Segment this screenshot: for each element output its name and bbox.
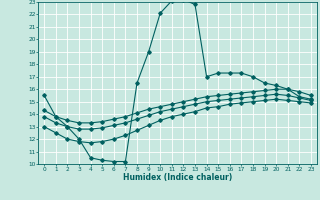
X-axis label: Humidex (Indice chaleur): Humidex (Indice chaleur)	[123, 173, 232, 182]
